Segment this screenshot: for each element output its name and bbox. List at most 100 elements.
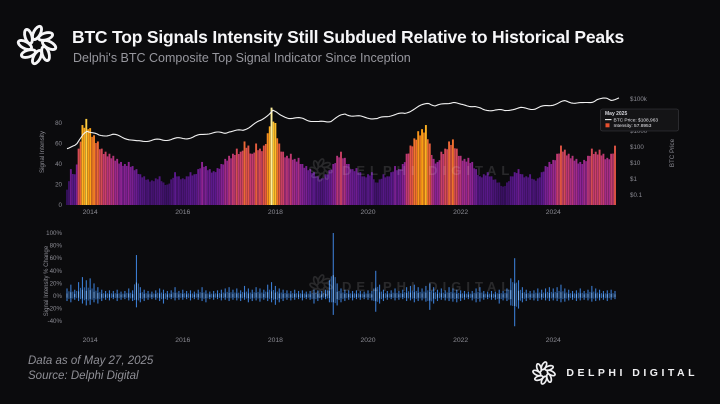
x-tick-label: 2024 [546, 209, 561, 216]
intensity-bar [415, 139, 418, 205]
intensity-bar [127, 161, 130, 205]
intensity-bar [405, 153, 408, 205]
intensity-bar [519, 174, 522, 205]
intensity-bar [320, 178, 323, 205]
intensity-bar [226, 160, 228, 205]
intensity-bar [89, 128, 92, 205]
intensity-bar [301, 164, 304, 205]
intensity-bar [575, 158, 578, 205]
intensity-bar [596, 154, 599, 205]
y-tick-label: 100% [46, 230, 62, 237]
intensity-bar [183, 179, 186, 205]
intensity-bar [162, 182, 165, 205]
intensity-bar [187, 176, 190, 205]
intensity-bar [614, 145, 616, 205]
intensity-bar [332, 164, 335, 205]
intensity-bar [560, 145, 562, 205]
intensity-bar [75, 164, 78, 205]
intensity-bar [297, 157, 300, 205]
intensity-bar [583, 159, 586, 205]
intensity-bar [270, 107, 273, 205]
intensity-bar [444, 148, 447, 205]
intensity-bar [463, 158, 466, 205]
intensity-bar [199, 168, 201, 205]
intensity-bar [282, 151, 285, 205]
intensity-bar [234, 154, 236, 205]
intensity-bar [421, 129, 423, 205]
intensity-bar [330, 169, 333, 205]
intensity-bar [340, 151, 342, 205]
intensity-bar [274, 123, 277, 205]
intensity-bar [471, 161, 474, 205]
intensity-bar [150, 180, 153, 205]
intensity-bar [357, 172, 360, 205]
intensity-bar [123, 164, 126, 205]
intensity-bar [533, 179, 535, 205]
legend-intensity-swatch [605, 123, 610, 128]
intensity-bar [573, 160, 576, 205]
intensity-bar [604, 159, 607, 205]
intensity-bar [102, 154, 105, 205]
intensity-bar [587, 155, 589, 205]
intensity-bar [384, 177, 387, 205]
intensity-bar [106, 156, 109, 205]
intensity-bar [172, 177, 174, 205]
y-tick-label: 80% [50, 243, 63, 250]
intensity-bar [247, 145, 250, 205]
intensity-bar [589, 155, 591, 205]
header: BTC Top Signals Intensity Still Subdued … [0, 0, 720, 86]
intensity-bar [459, 155, 462, 205]
intensity-bar [565, 155, 568, 205]
intensity-bar [309, 169, 312, 205]
intensity-bar [189, 172, 192, 205]
intensity-bar [288, 158, 290, 205]
intensity-bar [139, 174, 142, 205]
intensity-bar [492, 179, 495, 205]
x-tick-label: 2016 [175, 209, 190, 216]
intensity-bar [509, 176, 512, 205]
intensity-bar [197, 169, 200, 205]
intensity-bar [216, 168, 219, 205]
intensity-bar [218, 168, 221, 205]
intensity-bar [316, 176, 319, 205]
intensity-bar [363, 176, 366, 205]
intensity-bar [496, 182, 499, 205]
intensity-bar [608, 159, 611, 205]
intensity-bar [390, 172, 393, 205]
intensity-bar [481, 177, 483, 205]
intensity-bar [457, 155, 460, 205]
intensity-bar [99, 149, 101, 205]
intensity-bar [193, 174, 196, 205]
intensity-bar [315, 176, 317, 205]
intensity-bar [544, 166, 547, 205]
intensity-bar [525, 176, 528, 205]
legend-box [600, 108, 679, 132]
intensity-bar [131, 166, 134, 205]
intensity-bar [594, 151, 597, 205]
intensity-bar [180, 179, 182, 205]
intensity-bar [494, 179, 497, 205]
intensity-bar [222, 164, 225, 205]
intensity-bar [540, 172, 543, 205]
intensity-bar [450, 144, 452, 205]
intensity-bar [378, 179, 381, 205]
intensity-bar [114, 160, 117, 205]
intensity-bar [467, 157, 470, 205]
intensity-bar [195, 174, 198, 205]
intensity-bar [536, 178, 539, 205]
intensity-bar [313, 172, 315, 205]
x-tick-label: 2020 [360, 337, 375, 344]
intensity-bar [212, 171, 215, 205]
intensity-bar [579, 161, 582, 205]
intensity-bar [502, 186, 505, 205]
intensity-bar [396, 170, 398, 205]
intensity-bar [577, 163, 580, 205]
intensity-bar [400, 169, 402, 205]
intensity-bar [71, 174, 74, 205]
intensity-bar [440, 151, 443, 205]
intensity-bar [382, 174, 385, 205]
intensity-bar [133, 170, 136, 205]
y-tick-label: 20% [50, 280, 63, 287]
intensity-bar [488, 176, 491, 205]
